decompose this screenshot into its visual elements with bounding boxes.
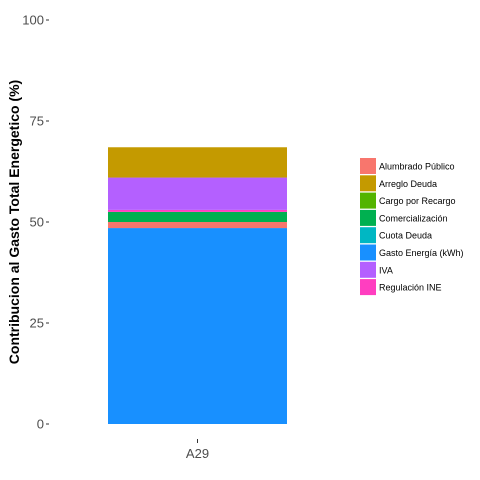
legend: Alumbrado Público Arreglo Deuda Cargo por … xyxy=(360,158,464,296)
bars xyxy=(108,147,287,424)
x-axis: A29 xyxy=(186,439,209,461)
legend-label: Cargo por Recargo xyxy=(379,196,456,206)
bar-segment-gasto-energia-kwh xyxy=(108,228,287,424)
legend-label: Arreglo Deuda xyxy=(379,179,437,189)
y-tick-label: 50 xyxy=(30,215,44,230)
legend-swatch xyxy=(360,227,376,244)
legend-item-regulacion-ine: Regulación INE xyxy=(360,279,442,296)
legend-label: Comercialización xyxy=(379,213,448,223)
legend-swatch xyxy=(360,279,376,296)
legend-item-iva: IVA xyxy=(360,261,393,278)
legend-label: Gasto Energía (kWh) xyxy=(379,248,464,258)
legend-label: IVA xyxy=(379,265,393,275)
x-tick-label: A29 xyxy=(186,446,209,461)
bar-segment-comercializacion xyxy=(108,211,287,222)
y-tick-label: 0 xyxy=(37,417,44,432)
y-tick-label: 75 xyxy=(30,114,44,129)
bar-segment-regulacion-ine xyxy=(108,209,287,212)
y-tick-label: 25 xyxy=(30,316,44,331)
bar-segment-arreglo-deuda xyxy=(108,147,287,178)
y-axis-title: Contribucion al Gasto Total Energetico (… xyxy=(6,80,22,364)
y-axis: 0 25 50 75 100 xyxy=(22,13,49,432)
legend-item-alumbrado-publico: Alumbrado Público xyxy=(360,158,455,174)
legend-item-gasto-energia-kwh: Gasto Energía (kWh) xyxy=(360,244,464,261)
legend-swatch xyxy=(360,192,376,209)
bar-segment-alumbrado-publico xyxy=(108,222,287,229)
legend-swatch xyxy=(360,261,376,278)
legend-swatch xyxy=(360,209,376,226)
legend-swatch xyxy=(360,175,376,192)
bar-segment-iva xyxy=(108,177,287,210)
legend-label: Alumbrado Público xyxy=(379,162,455,172)
legend-label: Regulación INE xyxy=(379,283,442,293)
y-tick-label: 100 xyxy=(22,13,44,28)
legend-swatch xyxy=(360,244,376,261)
legend-item-cargo-por-recargo: Cargo por Recargo xyxy=(360,192,456,209)
legend-item-arreglo-deuda: Arreglo Deuda xyxy=(360,175,437,192)
legend-item-cuota-deuda: Cuota Deuda xyxy=(360,227,432,244)
legend-item-comercializacion: Comercialización xyxy=(360,209,448,226)
legend-swatch xyxy=(360,158,376,174)
legend-label: Cuota Deuda xyxy=(379,231,432,241)
